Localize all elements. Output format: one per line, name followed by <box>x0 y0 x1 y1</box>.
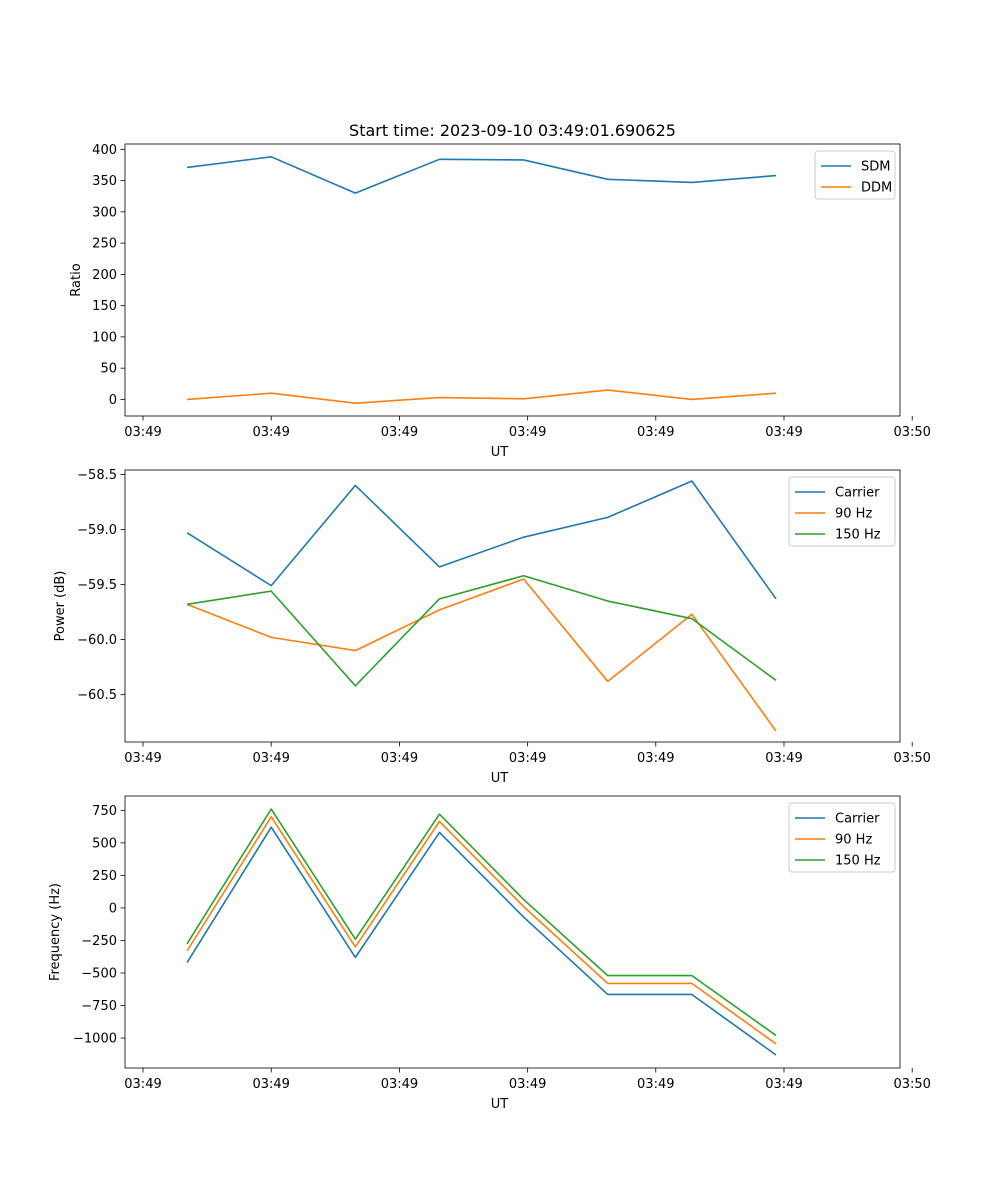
legend: Carrier 90 Hz 150 Hz <box>788 802 896 873</box>
x-tick-label: 03:49 <box>765 425 802 440</box>
axes-frame <box>124 469 901 743</box>
y-axis-label: Ratio <box>69 263 84 296</box>
y-tick-label: −750 <box>81 999 117 1014</box>
y-tick-label: −1000 <box>73 1032 117 1047</box>
x-tick-label: 03:49 <box>637 751 674 766</box>
x-tick-label: 03:49 <box>637 425 674 440</box>
x-tick-label: 03:49 <box>252 425 289 440</box>
x-tick-label: 03:50 <box>893 1077 930 1092</box>
legend-label: 90 Hz <box>835 507 872 522</box>
y-tick-label: −59.0 <box>77 523 117 538</box>
series-line-90-hz <box>186 578 777 732</box>
chart-panel-ratio: 03:49 03:49 03:49 03:49 03:49 03:49 03:50 0 50 10… <box>69 143 931 460</box>
y-tick-label: 0 <box>109 393 117 408</box>
series-line-150-hz <box>186 808 777 1037</box>
axes-frame <box>124 143 901 417</box>
x-tick-label: 03:49 <box>124 751 161 766</box>
legend: Carrier 90 Hz 150 Hz <box>788 476 896 547</box>
y-tick-label: 200 <box>92 268 117 283</box>
y-tick-label: 100 <box>92 330 117 345</box>
y-tick-label: −59.5 <box>77 578 117 593</box>
legend-label: Carrier <box>835 486 880 501</box>
y-tick-label: −60.5 <box>77 688 117 703</box>
y-tick-label: −500 <box>81 966 117 981</box>
x-axis-label: UT <box>491 445 509 460</box>
y-axis-label: Power (dB) <box>53 571 68 642</box>
series-line-150-hz <box>186 574 777 687</box>
legend-label: DDM <box>861 181 892 196</box>
x-tick-label: 03:49 <box>381 751 418 766</box>
x-tick-label: 03:49 <box>509 751 546 766</box>
y-tick-label: 150 <box>92 299 117 314</box>
x-tick-label: 03:49 <box>252 1077 289 1092</box>
x-tick-label: 03:49 <box>765 1077 802 1092</box>
x-tick-label: 03:49 <box>381 425 418 440</box>
legend-label: SDM <box>861 160 890 175</box>
y-tick-label: −250 <box>81 934 117 949</box>
y-tick-label: 250 <box>92 237 117 252</box>
legend-label: 150 Hz <box>835 528 881 543</box>
y-tick-label: 750 <box>92 804 117 819</box>
legend-label: 150 Hz <box>835 854 881 869</box>
x-tick-label: 03:49 <box>381 1077 418 1092</box>
x-tick-label: 03:49 <box>637 1077 674 1092</box>
y-tick-label: −58.5 <box>77 468 117 483</box>
y-tick-label: 500 <box>92 836 117 851</box>
series-group <box>186 480 777 732</box>
series-line-sdm <box>186 156 777 194</box>
y-tick-label: 250 <box>92 869 117 884</box>
series-line-90-hz <box>186 816 777 1045</box>
x-axis-label: UT <box>491 1097 509 1112</box>
x-tick-label: 03:49 <box>765 751 802 766</box>
legend-frame <box>788 476 896 547</box>
chart-panel-frequency: 03:49 03:49 03:49 03:49 03:49 03:49 03:50 −1000… <box>48 795 931 1112</box>
series-line-carrier <box>186 480 777 600</box>
legend: SDM DDM <box>814 150 896 200</box>
x-tick-label: 03:49 <box>124 425 161 440</box>
y-tick-label: −60.0 <box>77 633 117 648</box>
x-axis-label: UT <box>491 771 509 786</box>
x-tick-label: 03:49 <box>124 1077 161 1092</box>
y-tick-label: 400 <box>92 143 117 158</box>
y-tick-label: 300 <box>92 205 117 220</box>
x-tick-label: 03:50 <box>893 425 930 440</box>
legend-frame <box>788 802 896 873</box>
series-line-carrier <box>186 826 777 1056</box>
x-tick-label: 03:49 <box>509 425 546 440</box>
y-axis-label: Frequency (Hz) <box>48 883 63 981</box>
y-tick-label: 350 <box>92 174 117 189</box>
series-group <box>186 808 777 1056</box>
y-tick-label: 0 <box>109 901 117 916</box>
chart-title: Start time: 2023-09-10 03:49:01.690625 <box>349 121 676 140</box>
axes-frame <box>124 795 901 1069</box>
chart-panel-power: 03:49 03:49 03:49 03:49 03:49 03:49 03:50 −60.5… <box>53 468 931 786</box>
x-tick-label: 03:49 <box>509 1077 546 1092</box>
x-tick-label: 03:50 <box>893 751 930 766</box>
series-group <box>186 156 777 404</box>
y-tick-label: 50 <box>100 362 117 377</box>
series-line-ddm <box>187 389 777 404</box>
legend-label: Carrier <box>835 812 880 827</box>
x-tick-label: 03:49 <box>252 751 289 766</box>
legend-label: 90 Hz <box>835 833 872 848</box>
